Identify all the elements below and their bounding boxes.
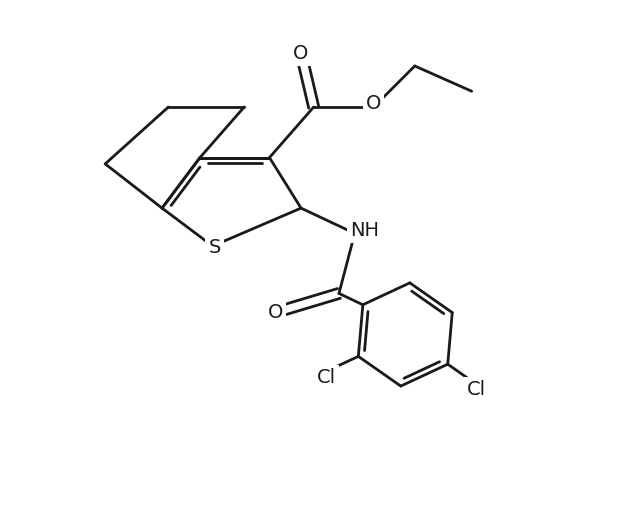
Text: O: O (268, 303, 284, 322)
Text: S: S (208, 239, 221, 258)
Text: Cl: Cl (317, 368, 336, 387)
Text: Cl: Cl (467, 380, 486, 400)
Text: NH: NH (349, 221, 379, 240)
Text: O: O (366, 95, 381, 113)
Text: O: O (293, 44, 308, 63)
